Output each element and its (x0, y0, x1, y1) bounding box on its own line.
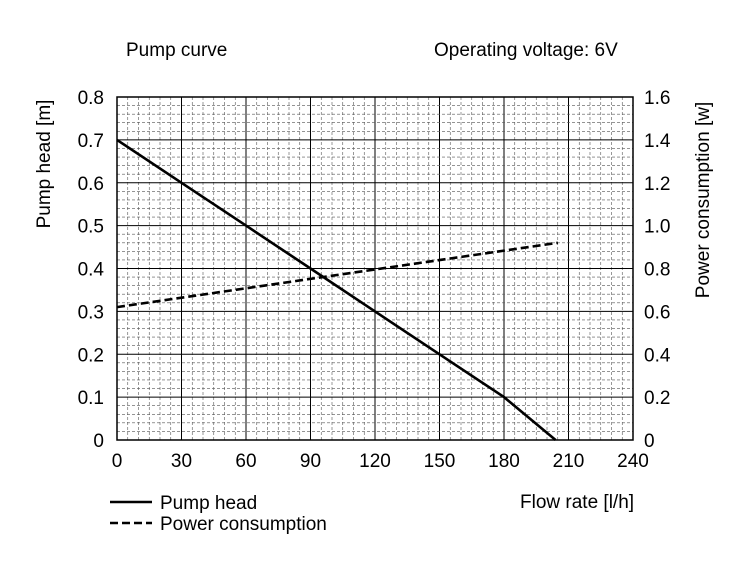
series-line-power-consumption (116, 241, 558, 309)
y2-tick-label: 0.8 (644, 260, 670, 281)
y-tick-label: 0 (93, 431, 104, 452)
y2-tick-label: 0 (644, 431, 655, 452)
y-tick-labels: 0 0.1 0.2 0.3 0.4 0.5 0.6 0.7 0.8 (78, 88, 105, 452)
x-tick-labels: 0 30 60 90 120 150 180 210 240 (112, 451, 649, 472)
series-line-pump-head (116, 138, 557, 441)
legend-label-power-consumption: Power consumption (160, 514, 327, 535)
y-tick-label: 0.5 (78, 217, 104, 238)
y2-tick-label: 0.2 (644, 388, 670, 409)
x-tick-label: 150 (424, 451, 456, 472)
x-tick-label: 90 (300, 451, 321, 472)
y-tick-label: 0.8 (78, 88, 104, 109)
y-tick-label: 0.6 (78, 174, 104, 195)
y2-tick-label: 1.4 (644, 131, 671, 152)
chart-subtitle: Operating voltage: 6V (434, 40, 618, 61)
chart-title: Pump curve (126, 40, 227, 61)
x-tick-label: 180 (488, 451, 520, 472)
legend: Pump head Power consumption (110, 493, 327, 535)
y2-tick-label: 1.6 (644, 88, 670, 109)
y-tick-label: 0.4 (78, 260, 105, 281)
plot-frame (116, 96, 634, 441)
x-tick-label: 120 (359, 451, 391, 472)
y2-tick-label: 1.2 (644, 174, 670, 195)
x-tick-label: 210 (553, 451, 585, 472)
y-axis-label: Pump head [m] (34, 100, 55, 229)
y2-tick-labels: 0 0.2 0.4 0.6 0.8 1.0 1.2 1.4 1.6 (644, 88, 671, 452)
y-tick-label: 0.3 (78, 302, 104, 323)
y-tick-label: 0.1 (78, 388, 104, 409)
x-axis-label: Flow rate [l/h] (520, 492, 634, 513)
y-tick-label: 0.7 (78, 131, 104, 152)
y2-tick-label: 0.4 (644, 345, 671, 366)
y-tick-label: 0.2 (78, 345, 104, 366)
y2-axis-label: Power consumption [w] (693, 102, 714, 298)
x-tick-label: 0 (112, 451, 123, 472)
x-tick-label: 240 (617, 451, 649, 472)
legend-label-pump-head: Pump head (160, 493, 257, 514)
x-tick-label: 60 (235, 451, 256, 472)
series-layer (116, 138, 558, 441)
x-tick-label: 30 (171, 451, 192, 472)
y2-tick-label: 1.0 (644, 217, 670, 238)
y2-tick-label: 0.6 (644, 302, 670, 323)
